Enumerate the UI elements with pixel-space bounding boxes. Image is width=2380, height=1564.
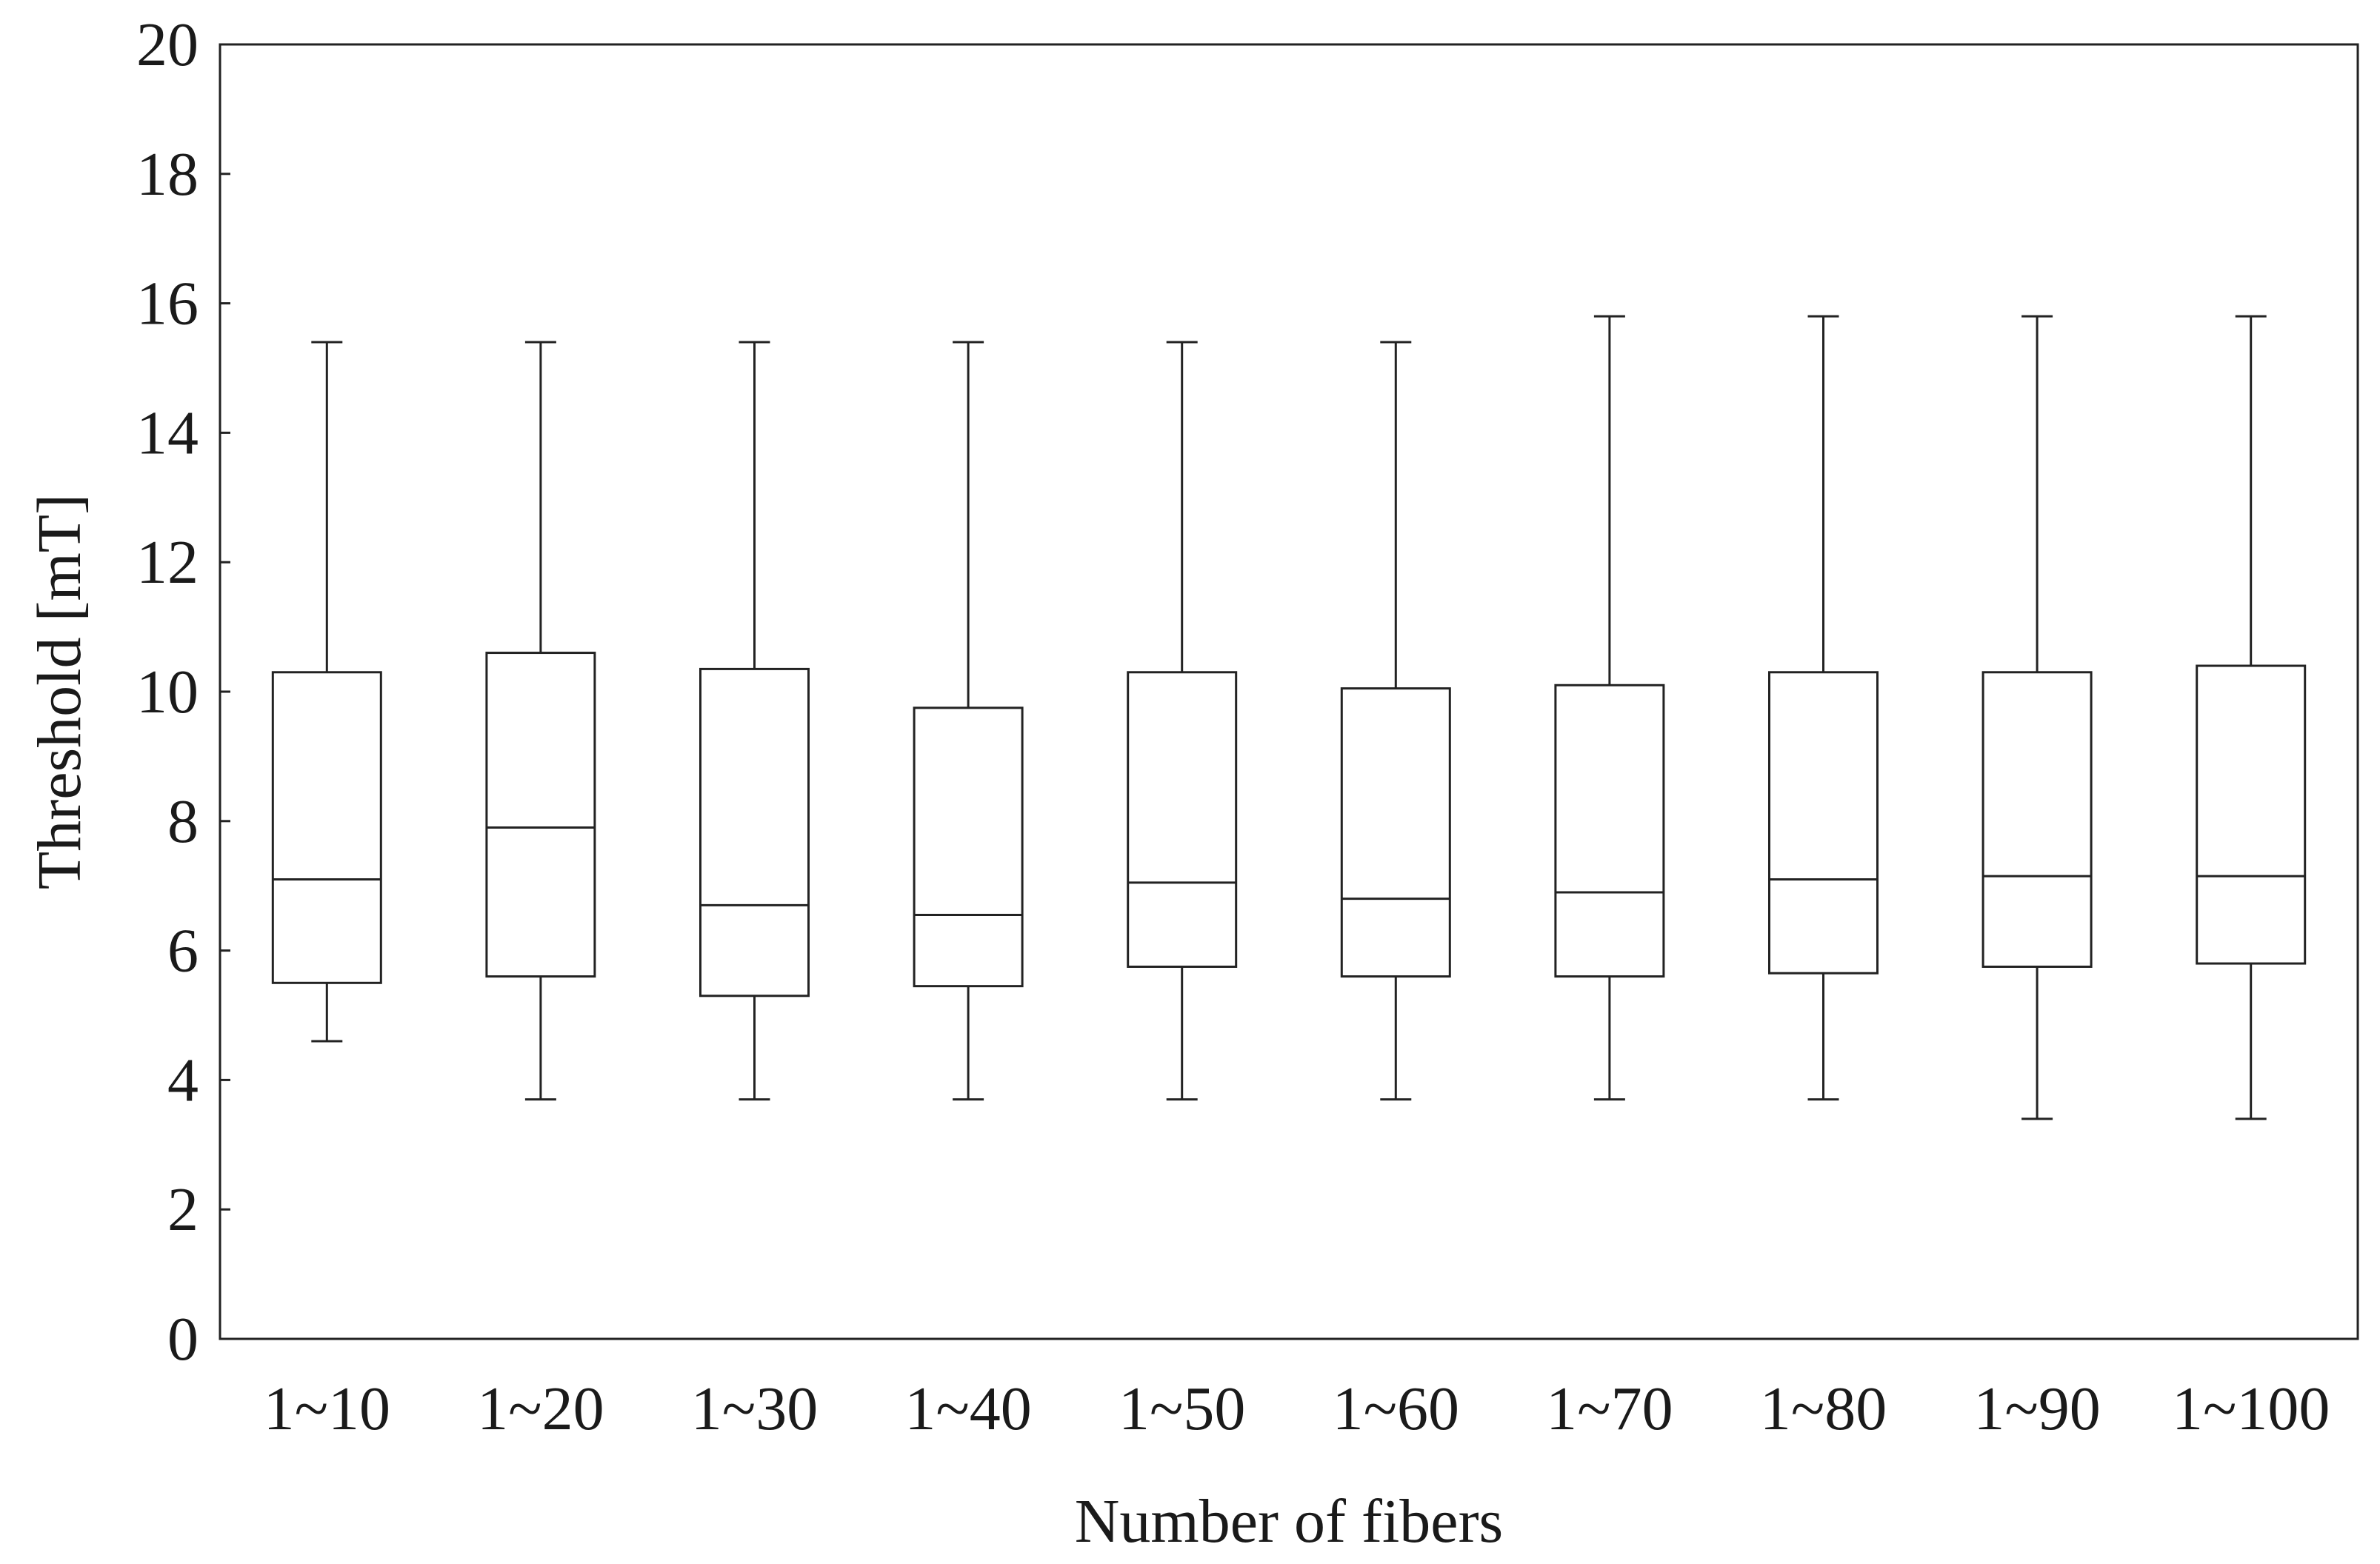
x-tick-label: 1~50 <box>1119 1374 1245 1443</box>
y-tick-label: 10 <box>136 658 199 726</box>
x-tick-label: 1~70 <box>1546 1374 1673 1443</box>
x-axis-label: Number of fibers <box>1075 1487 1503 1556</box>
iqr-box <box>271 671 382 984</box>
x-tick-label: 1~20 <box>477 1374 604 1443</box>
iqr-box <box>485 652 596 978</box>
iqr-box <box>1340 687 1451 978</box>
iqr-box <box>1127 671 1238 968</box>
box-1~40 <box>913 341 1024 1101</box>
x-tick-label: 1~10 <box>264 1374 390 1443</box>
box-1~70 <box>1554 315 1665 1101</box>
y-tick-label: 0 <box>167 1305 199 1374</box>
iqr-box <box>699 667 810 997</box>
iqr-box <box>1768 671 1879 975</box>
iqr-box <box>1554 684 1665 978</box>
x-tick-label: 1~90 <box>1973 1374 2100 1443</box>
y-tick-label: 18 <box>136 140 199 209</box>
y-axis: 0 2 4 6 8 10 12 14 16 18 20 <box>136 10 230 1374</box>
iqr-box <box>2196 664 2307 965</box>
y-tick-label: 12 <box>136 528 199 597</box>
y-tick-label: 6 <box>167 917 199 986</box>
box-series <box>271 315 2307 1120</box>
y-tick-label: 2 <box>167 1175 199 1244</box>
x-tick-label: 1~30 <box>691 1374 818 1443</box>
box-1~90 <box>1981 315 2093 1120</box>
box-1~80 <box>1768 315 1879 1101</box>
y-tick-label: 4 <box>167 1046 199 1114</box>
y-tick-label: 20 <box>136 10 199 79</box>
box-1~20 <box>485 341 596 1101</box>
y-tick-label: 14 <box>136 398 199 467</box>
iqr-box <box>1981 671 2093 968</box>
box-1~50 <box>1127 341 1238 1101</box>
box-1~10 <box>271 341 382 1043</box>
y-tick-label: 8 <box>167 787 199 856</box>
box-1~60 <box>1340 341 1451 1101</box>
y-axis-label: Threshold [mT] <box>25 494 94 889</box>
x-tick-label: 1~100 <box>2172 1374 2330 1443</box>
y-tick-label: 16 <box>136 270 199 338</box>
x-tick-label: 1~40 <box>904 1374 1031 1443</box>
box-1~30 <box>699 341 810 1101</box>
x-axis: 1~10 1~20 1~30 1~40 1~50 1~60 1~70 1~80 1~90 1~10… <box>264 1374 2330 1443</box>
x-tick-label: 1~80 <box>1760 1374 1887 1443</box>
iqr-box <box>913 706 1024 988</box>
box-1~100 <box>2196 315 2307 1120</box>
x-tick-label: 1~60 <box>1333 1374 1459 1443</box>
